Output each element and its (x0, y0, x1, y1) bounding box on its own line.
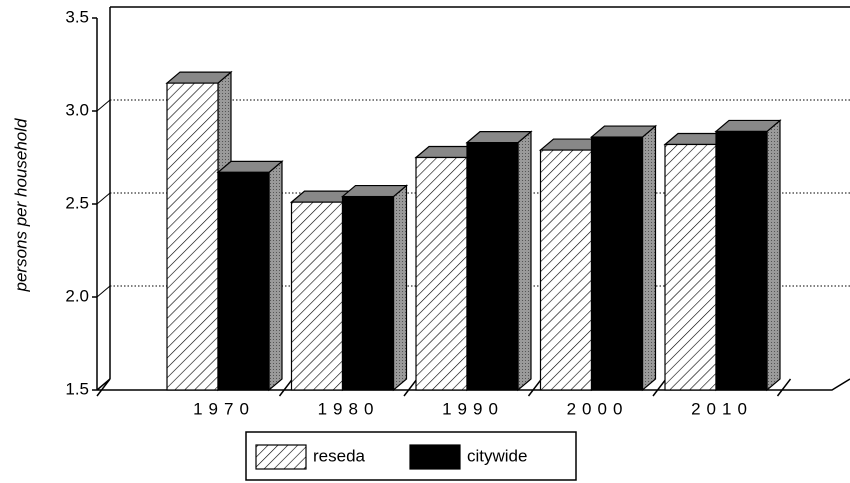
bar (589, 124, 658, 392)
bar-front (466, 142, 519, 391)
bar-front (217, 171, 270, 391)
y-tick-label: 3.0 (65, 100, 89, 119)
grid-diag (96, 99, 111, 112)
bar-front (290, 201, 344, 391)
bar-side (517, 130, 532, 392)
x-tick (527, 378, 543, 397)
bar-front (539, 149, 593, 391)
y-tick-label: 3.5 (65, 7, 89, 26)
legend-label: citywide (467, 446, 527, 465)
bar-front (664, 143, 717, 391)
y-axis-label: persons per household (11, 118, 30, 293)
bar (340, 184, 409, 392)
bar (465, 130, 533, 392)
y-tick-label: 2.5 (65, 193, 89, 212)
bar (216, 160, 284, 392)
x-tick-label: 2010 (691, 399, 753, 418)
bar-side (641, 124, 657, 392)
y-tick-label: 2.0 (65, 286, 89, 305)
bar-side (268, 160, 283, 392)
legend: reseda citywide (245, 431, 577, 481)
x-tick-label: 1980 (318, 399, 380, 418)
bar (714, 119, 782, 392)
legend-label: reseda (313, 446, 366, 465)
x-tick (776, 378, 792, 397)
x-tick (96, 378, 111, 397)
bar-side (392, 184, 408, 392)
x-tick (403, 378, 418, 397)
x-tick-label: 1990 (442, 399, 504, 418)
bar-front (715, 130, 768, 391)
legend-swatch (409, 444, 461, 470)
bar-front (341, 195, 395, 391)
grid-diag (96, 285, 111, 298)
x-tick (278, 378, 294, 397)
x-tick (652, 378, 667, 397)
bar-front (590, 136, 644, 391)
bar-side (766, 119, 781, 392)
legend-swatch (255, 444, 307, 470)
bar-front (166, 82, 219, 391)
grid-diag (96, 192, 111, 205)
bar-front (415, 156, 468, 391)
x-tick-label: 2000 (567, 399, 629, 418)
y-tick-label: 1.5 (65, 379, 89, 398)
x-tick-label: 1970 (193, 399, 255, 418)
